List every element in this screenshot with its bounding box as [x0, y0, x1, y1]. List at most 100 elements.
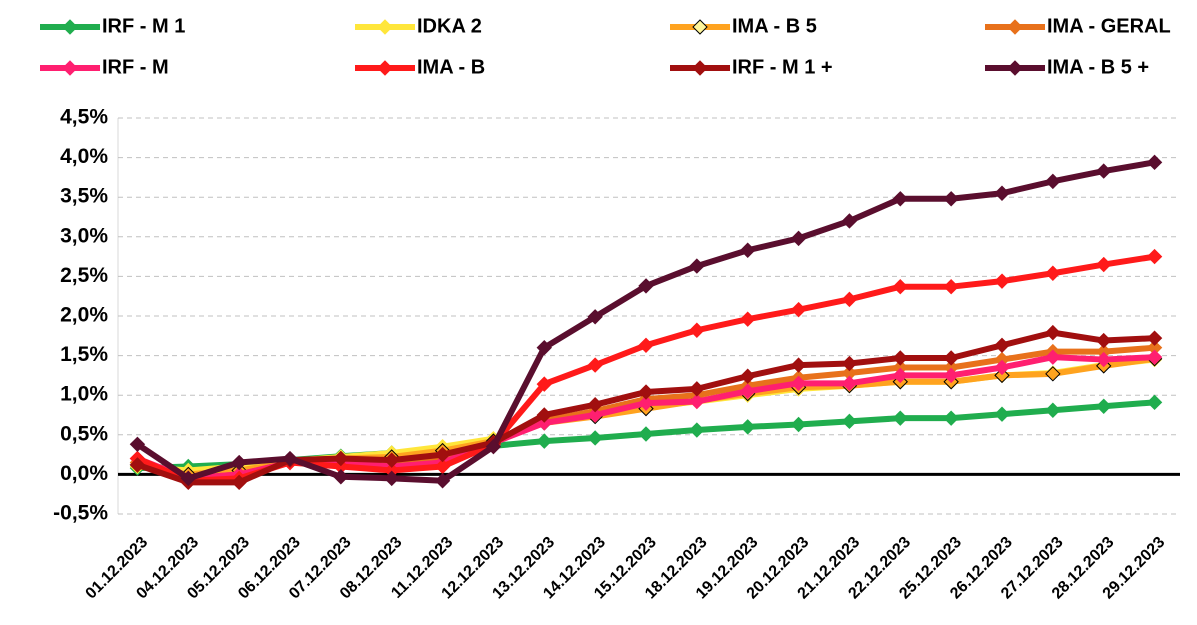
legend-marker — [62, 19, 78, 35]
data-point — [892, 191, 908, 207]
data-point — [638, 384, 654, 400]
data-point — [1096, 163, 1112, 179]
data-point — [638, 395, 654, 411]
data-point — [129, 457, 146, 473]
legend-label: IMA - B 5 + — [1047, 56, 1149, 78]
legend-label: IDKA 2 — [417, 15, 482, 37]
data-point — [1045, 173, 1061, 190]
data-point — [689, 422, 705, 438]
data-point — [841, 413, 858, 430]
data-point — [587, 430, 603, 446]
data-point — [943, 191, 959, 207]
data-point — [790, 416, 807, 433]
data-point — [994, 367, 1010, 384]
legend-label: IRF - M — [102, 56, 169, 78]
data-point — [994, 337, 1010, 354]
data-point — [689, 258, 705, 274]
y-tick-label: 3,5% — [60, 185, 108, 208]
data-point — [943, 367, 959, 384]
data-point — [536, 339, 552, 356]
legend-label: IMA - GERAL — [1047, 15, 1171, 37]
data-point — [892, 278, 908, 295]
y-tick-label: 0,5% — [60, 422, 108, 445]
data-point — [1146, 330, 1163, 346]
data-point — [638, 278, 654, 294]
data-point — [587, 357, 603, 373]
legend-label: IMA - B — [417, 56, 485, 78]
data-point — [434, 446, 451, 463]
data-point — [740, 419, 756, 435]
data-point — [841, 291, 858, 308]
data-point — [994, 406, 1010, 422]
data-point — [740, 368, 756, 384]
data-point — [790, 357, 807, 373]
legend-label: IRF - M 1 — [102, 15, 185, 37]
legend-label: IRF - M 1 + — [732, 56, 833, 78]
y-tick-label: 4,5% — [60, 106, 108, 129]
data-point — [689, 322, 705, 338]
data-point — [587, 309, 603, 325]
y-tick-label: 3,0% — [60, 224, 108, 247]
y-tick-label: 2,0% — [60, 304, 108, 327]
data-point — [231, 454, 247, 471]
y-tick-label: 0,0% — [60, 462, 108, 485]
data-point — [994, 359, 1010, 376]
data-point — [740, 383, 756, 399]
data-point — [994, 185, 1010, 201]
data-point — [1146, 248, 1163, 265]
data-point — [638, 337, 654, 354]
data-point — [1045, 402, 1061, 418]
legend-marker — [62, 60, 78, 76]
legend-marker — [377, 19, 393, 35]
data-point — [434, 473, 451, 489]
data-point — [1045, 324, 1061, 341]
y-tick-label: 1,5% — [60, 343, 108, 366]
data-point — [1096, 332, 1112, 349]
y-tick-label: 4,0% — [60, 145, 108, 168]
data-point — [1096, 256, 1112, 273]
data-point — [841, 375, 858, 392]
data-point — [485, 438, 502, 455]
data-point — [282, 450, 298, 467]
data-point — [1096, 351, 1112, 368]
data-point — [1096, 398, 1112, 414]
data-point — [587, 407, 603, 423]
data-point — [943, 278, 959, 295]
data-point — [892, 350, 908, 366]
data-point — [790, 230, 807, 247]
data-point — [333, 469, 349, 485]
data-point — [1045, 265, 1061, 281]
data-point — [536, 433, 552, 449]
data-point — [790, 301, 807, 318]
data-point — [180, 470, 196, 487]
data-point — [231, 474, 247, 491]
data-point — [892, 410, 908, 426]
data-point — [892, 367, 908, 384]
data-point — [1146, 154, 1163, 171]
legend-label: IMA - B 5 — [732, 15, 817, 37]
legend-marker — [1007, 60, 1023, 76]
data-point — [587, 396, 603, 413]
data-point — [740, 311, 756, 327]
legend-marker — [692, 60, 708, 76]
data-point — [740, 242, 756, 258]
data-point — [384, 452, 400, 468]
data-point — [841, 355, 858, 372]
data-point — [638, 426, 654, 442]
data-point — [1146, 349, 1163, 365]
y-tick-label: -0,5% — [53, 502, 108, 525]
data-point — [333, 450, 349, 467]
data-point — [841, 213, 858, 229]
data-point — [129, 436, 146, 453]
data-point — [689, 381, 705, 397]
data-point — [1045, 349, 1061, 365]
data-point — [1045, 366, 1061, 382]
data-point — [943, 410, 959, 426]
legend-marker — [377, 60, 393, 76]
data-point — [790, 375, 807, 392]
data-point — [943, 350, 959, 366]
y-tick-label: 2,5% — [60, 264, 108, 287]
data-point — [536, 407, 552, 423]
data-point — [1146, 394, 1163, 411]
